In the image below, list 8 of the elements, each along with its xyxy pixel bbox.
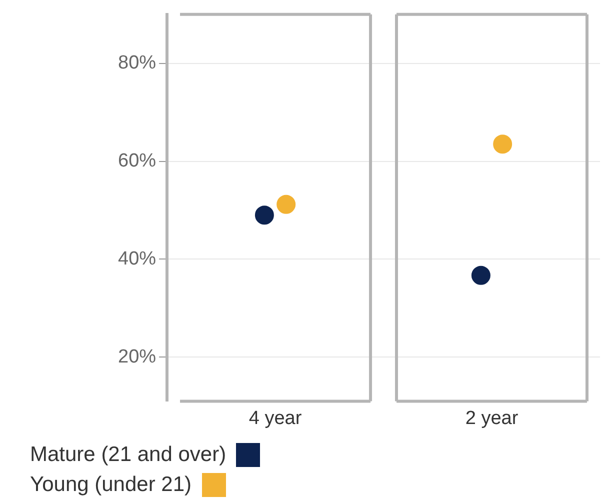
- y-tick-label: 60%: [118, 150, 156, 172]
- x-tick-label: 4 year: [248, 408, 302, 429]
- y-tick-label: 80%: [118, 52, 156, 74]
- y-tick-label: 20%: [118, 346, 156, 368]
- y-tick-label: 40%: [118, 248, 156, 270]
- x-tick-label: 2 year: [465, 408, 519, 429]
- legend-label: Young (under 21): [30, 473, 192, 497]
- legend-label: Mature (21 and over): [30, 443, 226, 467]
